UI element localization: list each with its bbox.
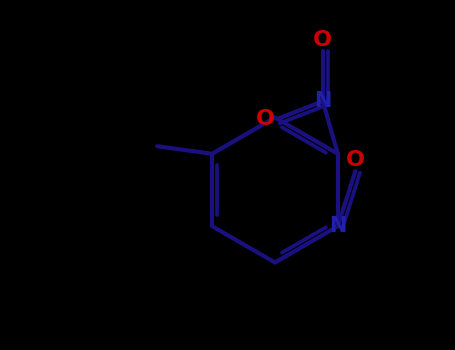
Text: O: O xyxy=(313,30,332,50)
Text: O: O xyxy=(346,150,365,170)
Text: N: N xyxy=(329,216,346,236)
Text: O: O xyxy=(256,109,275,129)
Text: N: N xyxy=(314,91,332,111)
